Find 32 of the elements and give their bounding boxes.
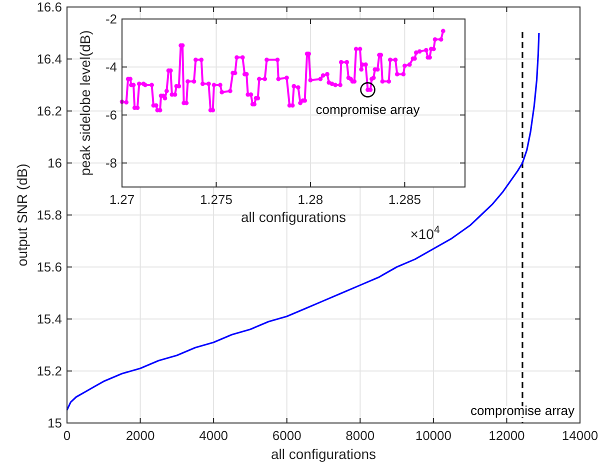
x-tick-label: 1.28 bbox=[298, 192, 324, 207]
x-axis-title: all configurations bbox=[270, 446, 376, 462]
x-tick-label: 12000 bbox=[488, 428, 525, 443]
y-tick-label: -2 bbox=[105, 12, 117, 26]
y-axis-title: peak sidelobe level(dB) bbox=[77, 30, 93, 176]
y-tick-label: 16.6 bbox=[36, 0, 62, 14]
y-tick-label: 16 bbox=[48, 156, 62, 170]
y-tick-label: 15.4 bbox=[36, 312, 62, 326]
x-tick-label: 10000 bbox=[415, 428, 452, 443]
x-tick-label: 1.27 bbox=[109, 192, 135, 207]
x-tick-label: 8000 bbox=[346, 428, 375, 443]
y-tick-label: -4 bbox=[105, 60, 117, 74]
y-tick-label: 15.2 bbox=[36, 364, 62, 378]
y-tick-label: -6 bbox=[105, 108, 117, 122]
x-tick-label: 4000 bbox=[199, 428, 228, 443]
x-tick-label: 14000 bbox=[562, 428, 598, 443]
y-tick-label: 15 bbox=[48, 416, 62, 430]
x-tick-label: 2000 bbox=[126, 428, 155, 443]
y-tick-label: 16.2 bbox=[36, 104, 62, 118]
y-axis-title: output SNR (dB) bbox=[14, 164, 30, 266]
y-tick-label: -8 bbox=[105, 156, 117, 170]
x-tick-label: 1.275 bbox=[200, 192, 233, 207]
annotation: ×10$^{4}$ bbox=[410, 224, 440, 242]
x-tick-label: 0 bbox=[63, 428, 71, 443]
x-tick-label: 6000 bbox=[272, 428, 302, 443]
annotation: compromise array bbox=[316, 102, 420, 117]
y-tick-label: 16.4 bbox=[36, 52, 62, 66]
y-tick-label: 15.8 bbox=[36, 208, 62, 222]
x-tick-label: 1.285 bbox=[388, 192, 421, 207]
y-tick-label: 15.6 bbox=[36, 260, 62, 274]
ref-line-label: compromise array bbox=[470, 403, 575, 418]
x-axis-title: all configurations bbox=[240, 209, 346, 225]
